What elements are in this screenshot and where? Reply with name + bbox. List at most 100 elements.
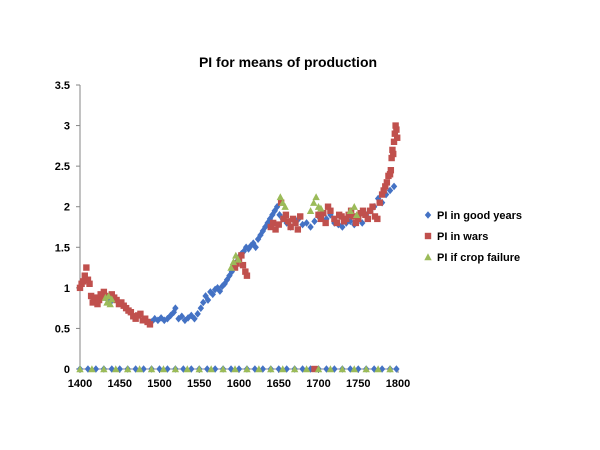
data-point <box>327 207 334 214</box>
data-point <box>378 191 386 198</box>
data-point <box>276 193 285 201</box>
data-point <box>76 365 84 373</box>
axes: 0 0.5 1 1.5 2 2.5 3 3.5 1400 1450 1500 1550 1600 1650… <box>55 80 411 390</box>
data-point <box>156 365 163 373</box>
data-point <box>254 235 262 243</box>
data-point <box>285 218 292 225</box>
data-point <box>338 365 347 373</box>
data-point <box>76 284 84 292</box>
plot-area <box>76 122 401 373</box>
data-point <box>390 150 397 158</box>
data-point <box>369 203 376 210</box>
data-point <box>229 258 238 266</box>
data-point <box>157 314 165 322</box>
data-point <box>386 171 394 178</box>
data-point <box>200 298 207 307</box>
data-point <box>374 365 382 373</box>
data-point <box>112 365 120 373</box>
data-point <box>280 215 287 223</box>
data-point <box>132 315 139 322</box>
legend-label: PI in wars <box>437 231 488 243</box>
y-tick-label: 2 <box>64 202 70 214</box>
data-point <box>310 198 318 206</box>
data-point <box>383 179 391 186</box>
y-tick-label: 3.5 <box>55 80 70 92</box>
data-point <box>311 217 318 226</box>
data-point <box>194 310 201 318</box>
data-point <box>282 211 290 219</box>
data-point <box>204 296 212 304</box>
data-point <box>279 365 287 373</box>
data-point <box>108 295 116 303</box>
data-point <box>264 219 271 227</box>
data-point <box>207 288 214 296</box>
data-point <box>386 365 394 373</box>
data-point <box>390 182 398 191</box>
x-tick-label: 1550 <box>187 378 211 390</box>
data-point <box>290 365 299 373</box>
data-point <box>314 365 323 373</box>
series-3 <box>76 193 394 373</box>
data-point <box>345 211 352 219</box>
data-point <box>233 260 240 267</box>
x-tick-label: 1650 <box>267 378 291 390</box>
data-point <box>289 215 297 223</box>
x-tick-label: 1800 <box>386 378 410 390</box>
data-point <box>303 219 310 227</box>
data-point <box>352 211 361 219</box>
data-point <box>352 219 360 227</box>
data-point <box>113 296 120 304</box>
data-point <box>234 255 242 263</box>
data-point <box>175 314 182 323</box>
data-point <box>86 280 93 287</box>
data-point <box>362 365 370 373</box>
data-point <box>172 304 179 312</box>
data-point <box>242 268 249 275</box>
x-tick-label: 1700 <box>306 378 330 390</box>
data-point <box>228 267 236 276</box>
data-point <box>294 226 302 233</box>
data-point <box>339 223 346 231</box>
data-point <box>231 264 239 271</box>
data-point <box>221 280 228 288</box>
chart-title: PI for means of production <box>199 54 377 70</box>
data-point <box>100 288 108 296</box>
data-point <box>211 285 219 294</box>
data-point <box>350 203 358 210</box>
data-point <box>331 215 338 223</box>
legend-label: PI if crop failure <box>437 252 520 264</box>
legend-marker <box>424 253 432 261</box>
data-point <box>315 211 322 219</box>
data-point <box>104 292 113 300</box>
data-point <box>135 365 144 373</box>
data-point <box>207 365 215 373</box>
data-point <box>343 215 350 223</box>
data-point <box>255 365 263 373</box>
data-point <box>243 272 251 279</box>
data-point <box>326 365 335 373</box>
data-point <box>159 365 168 373</box>
data-point <box>161 316 168 325</box>
data-point <box>197 304 205 312</box>
data-point <box>184 314 192 322</box>
x-tick-label: 1600 <box>227 378 251 390</box>
data-point <box>195 365 203 373</box>
data-point <box>84 276 92 283</box>
data-point <box>307 223 314 231</box>
data-point <box>209 290 216 299</box>
x-tick-label: 1450 <box>108 378 132 390</box>
data-point <box>281 203 289 210</box>
data-point <box>87 292 95 300</box>
data-point <box>287 223 294 231</box>
y-tick-label: 3 <box>64 121 70 133</box>
y-tick-label: 1.5 <box>55 242 70 254</box>
legend-label: PI in good years <box>437 210 522 222</box>
data-point <box>124 365 132 373</box>
data-point <box>214 284 221 292</box>
y-tick-label: 2.5 <box>55 161 70 173</box>
data-point <box>317 215 325 223</box>
y-tick-label: 0 <box>64 364 70 376</box>
data-point <box>302 365 311 373</box>
data-point <box>164 314 171 323</box>
data-point <box>311 365 318 373</box>
